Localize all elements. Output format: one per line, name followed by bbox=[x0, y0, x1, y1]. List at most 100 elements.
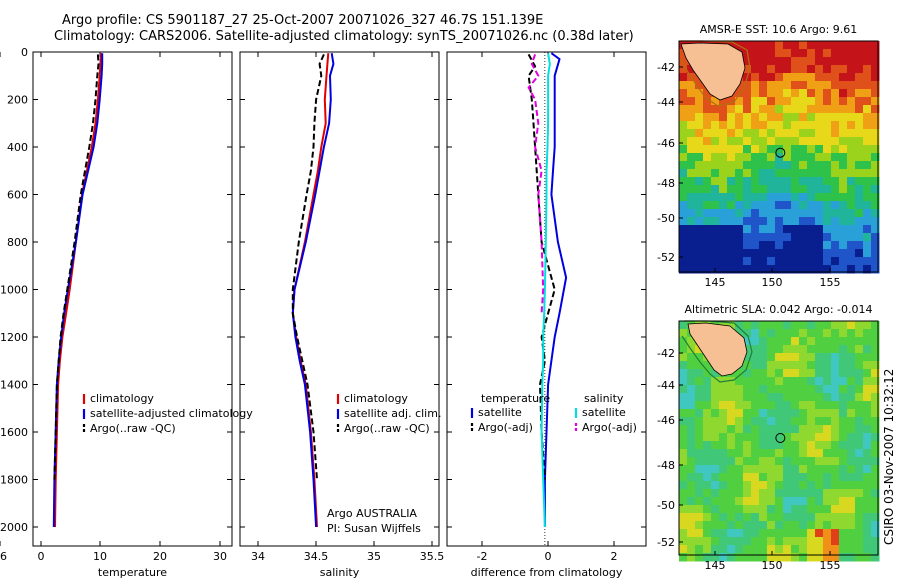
map-cell bbox=[807, 361, 816, 370]
series-line-0 bbox=[543, 52, 568, 527]
map-cell bbox=[815, 553, 824, 562]
map-cell bbox=[743, 457, 752, 466]
map-cell bbox=[759, 481, 768, 490]
map-cell bbox=[695, 209, 704, 218]
map-cell bbox=[831, 545, 840, 554]
map-cell bbox=[751, 337, 760, 346]
map-cell bbox=[751, 145, 760, 154]
map-cell bbox=[823, 417, 832, 426]
map-cell bbox=[695, 105, 704, 114]
map-cell bbox=[847, 97, 856, 106]
map-cell bbox=[871, 217, 880, 226]
map-cell bbox=[839, 257, 848, 266]
map-cell bbox=[871, 441, 880, 450]
map-cell bbox=[823, 513, 832, 522]
map-cell bbox=[799, 489, 808, 498]
map-cell bbox=[815, 185, 824, 194]
map-cell bbox=[759, 545, 768, 554]
map-cell bbox=[855, 449, 864, 458]
map-cell bbox=[767, 401, 776, 410]
map-cell bbox=[799, 121, 808, 130]
map-cell bbox=[695, 377, 704, 386]
map-cell bbox=[791, 465, 800, 474]
map-cell bbox=[815, 241, 824, 250]
map-cell bbox=[799, 81, 808, 90]
map-cell bbox=[831, 249, 840, 258]
map-cell bbox=[791, 257, 800, 266]
map-cell bbox=[735, 321, 744, 330]
map-cell bbox=[807, 449, 816, 458]
map-cell bbox=[767, 417, 776, 426]
map-cell bbox=[831, 481, 840, 490]
map-cell bbox=[847, 361, 856, 370]
map-cell bbox=[719, 425, 728, 434]
map-cell bbox=[687, 537, 696, 546]
y-tick-label: 200 bbox=[7, 94, 28, 107]
map-cell bbox=[735, 129, 744, 138]
map-cell bbox=[831, 129, 840, 138]
map-cell bbox=[799, 65, 808, 74]
map-cell bbox=[751, 241, 760, 250]
y-tick-label: -48 bbox=[657, 459, 675, 472]
map-cell bbox=[711, 409, 720, 418]
x-axis-label: difference from climatology bbox=[471, 566, 623, 579]
map-cell bbox=[831, 41, 840, 50]
map-cell bbox=[847, 329, 856, 338]
map-cell bbox=[807, 393, 816, 402]
map-cell bbox=[871, 193, 880, 202]
map-cell bbox=[783, 241, 792, 250]
map-cell bbox=[823, 57, 832, 66]
map-cell bbox=[855, 257, 864, 266]
map-cell bbox=[759, 105, 768, 114]
map-cell bbox=[855, 465, 864, 474]
map-cell bbox=[871, 321, 880, 330]
map-cell bbox=[767, 185, 776, 194]
map-cell bbox=[823, 353, 832, 362]
map-cell bbox=[871, 257, 880, 266]
map-cell bbox=[759, 345, 768, 354]
map-cell bbox=[863, 489, 872, 498]
map-cell bbox=[695, 265, 704, 274]
map-cell bbox=[871, 505, 880, 514]
map-cell bbox=[767, 553, 776, 562]
map-cell bbox=[863, 137, 872, 146]
map-cell bbox=[791, 393, 800, 402]
map-cell bbox=[871, 433, 880, 442]
map-cell bbox=[775, 433, 784, 442]
map-cell bbox=[791, 249, 800, 258]
map-cell bbox=[855, 217, 864, 226]
map-cell bbox=[839, 97, 848, 106]
map-cell bbox=[711, 473, 720, 482]
map-cell bbox=[783, 129, 792, 138]
map-cell bbox=[871, 361, 880, 370]
map-cell bbox=[695, 169, 704, 178]
map-cell bbox=[703, 225, 712, 234]
map-cell bbox=[703, 433, 712, 442]
map-cell bbox=[719, 201, 728, 210]
map-cell bbox=[839, 57, 848, 66]
map-cell bbox=[783, 369, 792, 378]
map-cell bbox=[687, 185, 696, 194]
map-cell bbox=[855, 457, 864, 466]
map-cell bbox=[775, 257, 784, 266]
map-cell bbox=[775, 521, 784, 530]
map-cell bbox=[871, 409, 880, 418]
map-cell bbox=[839, 249, 848, 258]
map-cell bbox=[847, 369, 856, 378]
map-cell bbox=[831, 441, 840, 450]
map-cell bbox=[695, 481, 704, 490]
map-cell bbox=[719, 537, 728, 546]
map-cell bbox=[807, 65, 816, 74]
map-cell bbox=[847, 145, 856, 154]
map-cell bbox=[695, 433, 704, 442]
map-cell bbox=[679, 417, 688, 426]
map-cell bbox=[711, 417, 720, 426]
map-cell bbox=[679, 233, 688, 242]
map-cell bbox=[871, 41, 880, 50]
map-cell bbox=[775, 353, 784, 362]
map-cell bbox=[863, 265, 872, 274]
map-cell bbox=[751, 353, 760, 362]
map-cell bbox=[759, 129, 768, 138]
map-cell bbox=[759, 513, 768, 522]
map-cell bbox=[759, 473, 768, 482]
